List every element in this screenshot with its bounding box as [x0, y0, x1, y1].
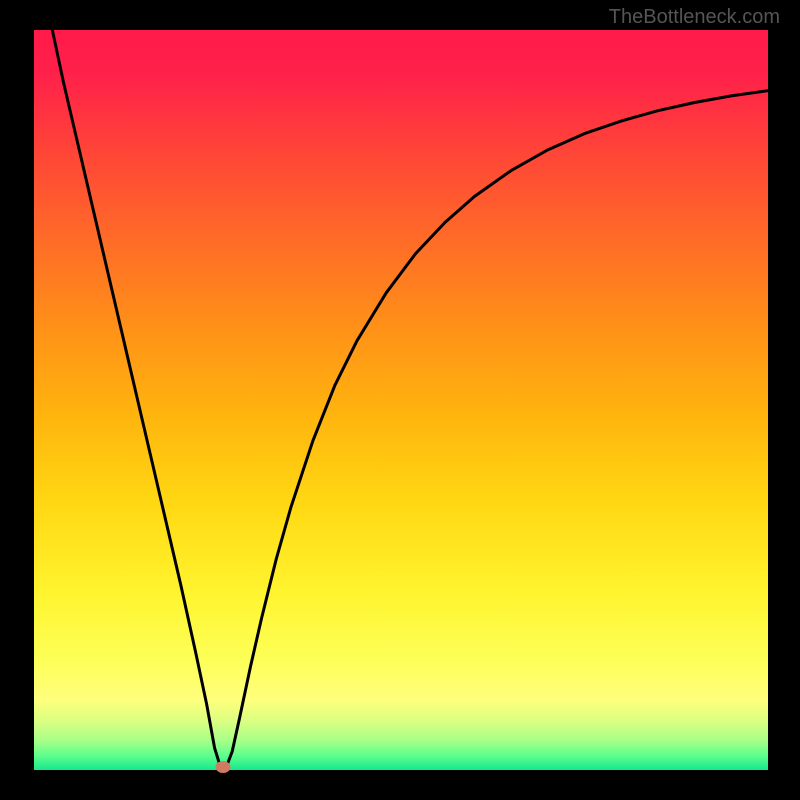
bottleneck-curve	[52, 30, 768, 767]
curve-layer	[34, 30, 768, 770]
optimal-marker	[216, 761, 231, 773]
plot-area	[34, 30, 768, 770]
watermark-text: TheBottleneck.com	[609, 6, 780, 29]
bottleneck-chart: TheBottleneck.com	[0, 0, 800, 800]
